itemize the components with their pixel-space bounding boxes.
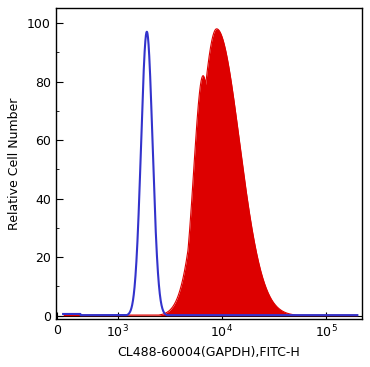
X-axis label: CL488-60004(GAPDH),FITC-H: CL488-60004(GAPDH),FITC-H — [117, 346, 300, 359]
Y-axis label: Relative Cell Number: Relative Cell Number — [9, 97, 21, 230]
